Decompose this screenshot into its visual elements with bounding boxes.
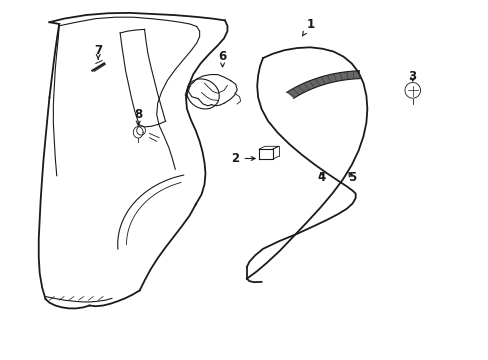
Text: 4: 4	[317, 171, 325, 184]
Text: 8: 8	[134, 108, 142, 125]
Text: 3: 3	[408, 69, 416, 82]
Text: 5: 5	[347, 171, 355, 184]
Text: 6: 6	[218, 50, 226, 67]
Text: 7: 7	[94, 44, 102, 59]
Polygon shape	[286, 71, 359, 98]
Text: 1: 1	[302, 18, 314, 36]
Text: 2: 2	[231, 152, 255, 165]
